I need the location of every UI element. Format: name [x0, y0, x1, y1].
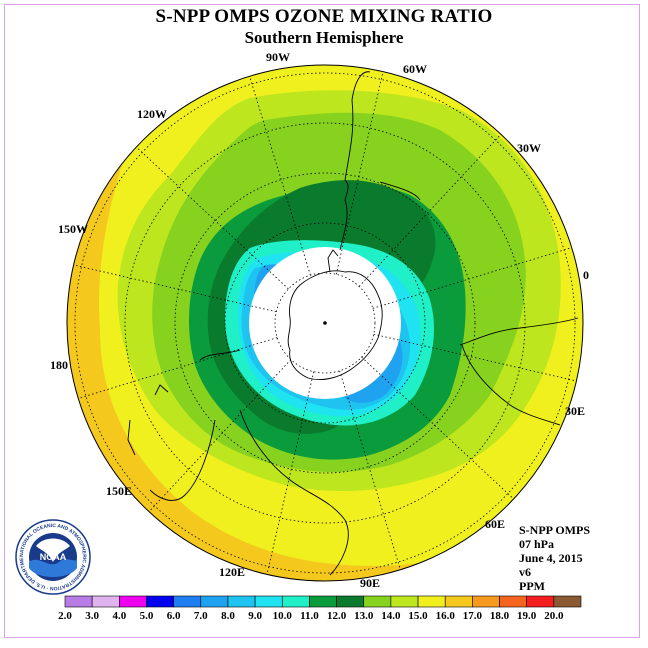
longitude-labels: 90W 60W 30W 0 30E 60E 90E 120E 150E 180 … — [50, 50, 589, 590]
lat-circle — [174, 172, 476, 474]
meridian-line — [339, 370, 401, 570]
meridian-line — [266, 371, 315, 575]
antarctic-peninsula — [327, 249, 339, 273]
south-pole-marker — [323, 321, 327, 325]
meridian-line — [148, 359, 292, 512]
map-title: S-NPP OMPS OZONE MIXING RATIO — [155, 6, 493, 27]
meridian-line — [249, 76, 311, 276]
instrument-label: S-NPP OMPS — [519, 523, 590, 537]
units-label: PPM — [519, 579, 545, 593]
lon-label-30w: 30W — [517, 141, 541, 155]
lat-circle — [274, 272, 376, 374]
pressure-level: 07 hPa — [519, 537, 555, 551]
figure-frame — [4, 4, 640, 638]
meridian-line — [335, 71, 384, 275]
lon-label-0: 0 — [583, 268, 589, 282]
map-boundary — [66, 64, 584, 582]
logo-text: NOAA — [40, 552, 67, 562]
lon-label-180: 180 — [50, 358, 68, 372]
lat-circle — [224, 222, 426, 424]
meridian-line — [361, 356, 514, 500]
lon-label-90e: 90E — [360, 576, 380, 590]
lon-label-150w: 150W — [58, 222, 88, 236]
south-america-coast — [339, 71, 421, 251]
meridian-line — [136, 146, 289, 290]
lon-label-60w: 60W — [403, 62, 427, 76]
lon-label-150e: 150E — [106, 484, 132, 498]
product-info: S-NPP OMPS 07 hPa June 4, 2015 v6 PPM — [519, 523, 590, 593]
lon-label-60e: 60E — [485, 517, 505, 531]
meridian-line — [372, 247, 572, 309]
graticule — [73, 71, 577, 575]
meridian-line — [373, 333, 577, 382]
lon-label-120e: 120E — [219, 565, 245, 579]
meridian-line — [358, 134, 502, 287]
meridian-line — [78, 337, 278, 399]
bird-icon — [36, 538, 70, 562]
lat-circle — [124, 122, 526, 524]
ozone-field — [67, 65, 583, 581]
lon-label-90w: 90W — [266, 50, 290, 64]
noaa-logo: NATIONAL OCEANIC AND ATMOSPHERIC ADMINIS… — [14, 518, 91, 595]
meridians — [73, 71, 577, 575]
meridian-line — [73, 264, 277, 313]
wave-icon — [29, 559, 77, 577]
new-zealand-coast — [127, 384, 169, 456]
map-subtitle: Southern Hemisphere — [244, 28, 404, 47]
australia-coast — [149, 349, 349, 576]
date-label: June 4, 2015 — [519, 551, 583, 565]
antarctica-coast — [287, 270, 383, 381]
lat-circle — [74, 72, 576, 574]
version-label: v6 — [519, 565, 531, 579]
lon-label-30e: 30E — [565, 404, 585, 418]
lon-label-120w: 120W — [137, 107, 167, 121]
